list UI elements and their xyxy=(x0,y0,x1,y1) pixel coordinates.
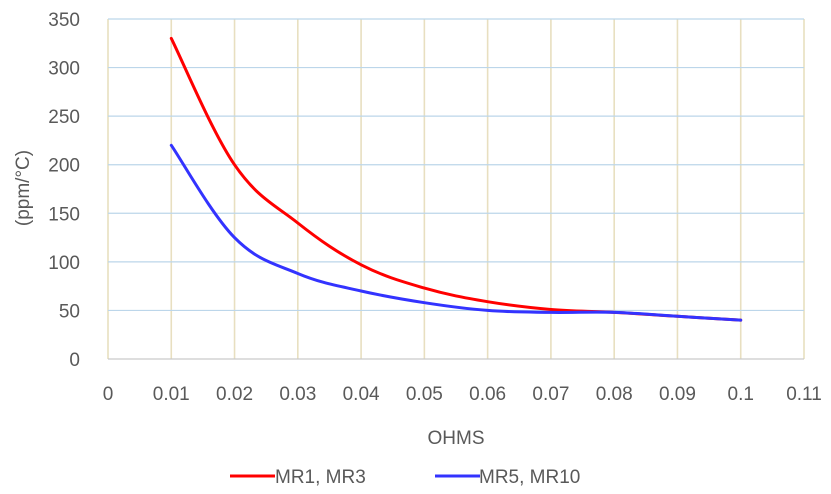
series-lines xyxy=(169,36,743,322)
x-tick-label: 0.08 xyxy=(596,384,633,405)
x-tick-label: 0.05 xyxy=(406,384,443,405)
x-tick-label: 0.03 xyxy=(279,384,316,405)
y-tick-label: 100 xyxy=(48,253,80,274)
x-tick-label: 0 xyxy=(103,384,114,405)
y-axis-ticks: 0 50 100 150 200 250 300 350 xyxy=(48,10,80,371)
y-tick-label: 350 xyxy=(48,10,80,31)
x-tick-label: 0.11 xyxy=(786,384,822,405)
y-tick-label: 300 xyxy=(48,59,80,80)
x-tick-label: 0.04 xyxy=(343,384,380,405)
x-tick-label: 0.07 xyxy=(532,384,569,405)
legend: MR1, MR3 MR5, MR10 xyxy=(230,467,580,488)
series-line-2 xyxy=(169,143,743,322)
y-tick-label: 150 xyxy=(48,204,80,225)
legend-label-1: MR1, MR3 xyxy=(275,467,366,488)
y-tick-label: 50 xyxy=(59,301,80,322)
x-axis-title: OHMS xyxy=(428,428,485,449)
x-tick-label: 0.09 xyxy=(659,384,696,405)
x-tick-label: 0.01 xyxy=(153,384,190,405)
y-axis-title: (ppm/°C) xyxy=(13,150,34,226)
grid xyxy=(107,18,805,360)
y-tick-label: 0 xyxy=(69,350,80,371)
y-tick-label: 200 xyxy=(48,156,80,177)
x-tick-label: 0.02 xyxy=(216,384,253,405)
series-line-1 xyxy=(169,36,743,322)
x-tick-label: 0.06 xyxy=(469,384,506,405)
legend-label-2: MR5, MR10 xyxy=(479,467,580,488)
y-tick-label: 250 xyxy=(48,107,80,128)
x-axis-ticks: 0 0.01 0.02 0.03 0.04 0.05 0.06 0.07 0.08 0.09 0.1… xyxy=(103,384,822,405)
x-tick-label: 0.1 xyxy=(728,384,754,405)
